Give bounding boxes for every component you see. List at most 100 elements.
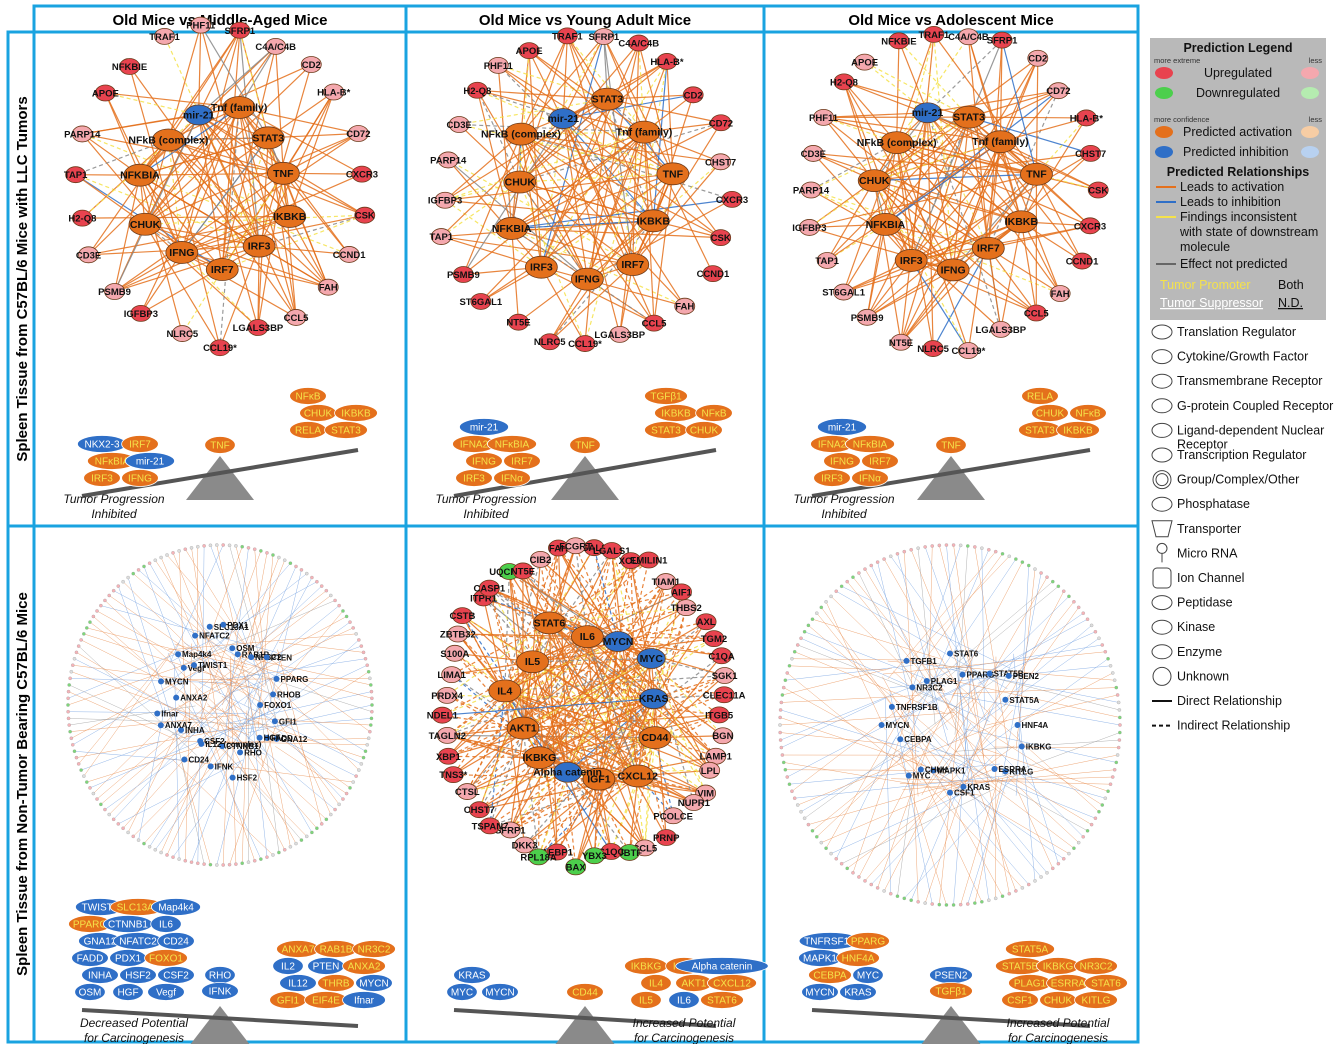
scale-node-stat6-label: STAT6 xyxy=(707,996,737,1007)
node-mycn-shape xyxy=(603,631,633,652)
node-c4a-c4b-shape xyxy=(265,38,287,55)
node-tap1-label: TAP1 xyxy=(429,232,453,243)
node-ikbkb-label: IKBKB xyxy=(637,215,671,227)
node-apoe-label: APOE xyxy=(851,58,878,69)
scale-node-irf3 xyxy=(83,469,121,487)
scale-node-chuk-label: CHUK xyxy=(690,426,719,437)
node-ccl19-label: CCL19* xyxy=(951,346,985,357)
node-tap1-shape xyxy=(65,166,87,184)
node-ikbkb-shape xyxy=(636,209,670,233)
node-lgals1-shape xyxy=(601,542,623,559)
scale-node-irf7-label: IRF7 xyxy=(129,440,151,451)
node-pten-label: PTEN xyxy=(271,653,293,662)
network-edges xyxy=(66,543,374,867)
node-fcgrt-label: FCGRT xyxy=(559,541,592,552)
node-c4a-c4b-shape xyxy=(958,28,979,46)
node-dkk3-shape xyxy=(514,836,535,854)
node-mycn-label: MYCN xyxy=(165,677,189,686)
node-cd44-shape xyxy=(638,726,672,750)
node-ifnk-marker xyxy=(207,763,214,770)
shape-legend-label-enzyme: Enzyme xyxy=(1177,645,1222,659)
node-chuk-label: CHUK xyxy=(505,177,536,189)
node-tgm2-label: TGM2 xyxy=(701,634,727,645)
node-irf7-label: IRF7 xyxy=(977,243,1000,255)
scale-caption: Tumor Progression Inhibited xyxy=(793,492,894,521)
node-lgals3bp-shape xyxy=(609,325,631,343)
node-mycn-label: MYCN xyxy=(603,636,634,648)
node-prnp-label: PRNP xyxy=(653,833,680,844)
scale-node-cd44 xyxy=(566,983,604,1001)
legend-findings-3: molecule xyxy=(1180,240,1230,254)
network-nodes: HNF4AIKBKGKITLGESRRAKRASCSF1MAPK1CHUKMYC… xyxy=(878,650,1052,798)
node-mycn-label: MYCN xyxy=(886,721,910,730)
scale-node-nf-b-label: NFκB xyxy=(702,409,727,420)
node-vim-label: VIM xyxy=(697,789,714,800)
node-st6gal1-shape xyxy=(833,283,855,301)
scale-node-ifn xyxy=(851,469,889,487)
scale-node-tnf xyxy=(569,436,601,454)
node-chuk-label: CHUK xyxy=(130,219,161,231)
node-cxcr3-shape xyxy=(351,165,373,183)
node-parp14-shape xyxy=(437,151,459,169)
scale-node-hgf-label: HGF xyxy=(117,988,138,999)
scale-node-irf3-label: IRF3 xyxy=(91,474,113,485)
node-cxcr3-shape xyxy=(1079,217,1101,235)
node-tgm2-shape xyxy=(703,630,725,648)
node-cib2-shape xyxy=(530,550,551,568)
scale-node-twist1-label: TWIST1 xyxy=(82,903,119,914)
node-ccl5-label: CCL5 xyxy=(642,319,668,330)
node-tagln2-label: TAGLN2 xyxy=(429,731,466,742)
node-traf1-shape xyxy=(556,27,578,45)
node-ccl19-label: CCL19* xyxy=(203,343,237,354)
shape-legend-label-receptor: Receptor xyxy=(1177,437,1228,451)
scale-node-stat5b-label: STAT5B xyxy=(1002,962,1039,973)
scale-node-il6-label: IL6 xyxy=(159,920,173,931)
scale-beam xyxy=(811,448,1091,498)
node-csk-label: CSK xyxy=(711,233,731,244)
node-kras-marker xyxy=(960,783,967,790)
shape-legend-label-transcription-regulator: Transcription Regulator xyxy=(1177,448,1306,462)
legend-more-confidence: more confidence xyxy=(1154,115,1209,124)
node-tgfb1-marker xyxy=(903,657,910,664)
scale-node-psen2-label: PSEN2 xyxy=(935,971,968,982)
node-cd72-label: CD72 xyxy=(346,129,370,140)
node-traf1-label: TRAF1 xyxy=(149,32,180,43)
node-aebp1-label: AEBP1 xyxy=(541,847,573,858)
shape-legend-label-translation-regulator: Translation Regulator xyxy=(1177,325,1296,339)
node-lpl-label: LPL xyxy=(701,766,719,777)
scale-node-hsf2 xyxy=(119,966,157,984)
inhibition-swatch xyxy=(1155,146,1173,158)
node-il6-label: IL6 xyxy=(580,631,595,643)
scale-node-il12-label: IL12 xyxy=(288,979,308,990)
node-kras-label: KRAS xyxy=(639,693,669,705)
node-xcl1-label: XCL1 xyxy=(619,556,644,567)
node-esrra-marker xyxy=(991,765,998,772)
node-sfrp1-label: SFRP1 xyxy=(987,36,1018,47)
scale-node-mir-21-label: mir-21 xyxy=(828,423,857,434)
node-cebpa-marker xyxy=(897,736,904,743)
scale-node-inha-label: INHA xyxy=(88,971,112,982)
scale-node-csf1 xyxy=(1001,991,1039,1009)
node-plag1-marker xyxy=(923,678,930,685)
scale-node-irf3 xyxy=(813,469,851,487)
node-phf11-shape xyxy=(813,108,834,126)
node-il12-complex-label: IL12 (complex) xyxy=(205,740,261,749)
scale-node-pparg-label: PPARG xyxy=(851,937,885,948)
node-chst7-label: CHST7 xyxy=(1075,149,1106,160)
node-c1qa-label: C1QA xyxy=(708,651,735,662)
node-myc-label: MYC xyxy=(640,653,664,665)
node-tnf-label: TNF xyxy=(273,168,294,180)
node-apoe-label: APOE xyxy=(92,88,119,99)
node-stat5a-marker xyxy=(1002,696,1009,703)
scale-node-ifnk xyxy=(201,982,239,1000)
node-psmb9-label: PSMB9 xyxy=(851,313,884,324)
node-axl-label: AXL xyxy=(697,617,716,628)
node-sfrp1-label: SFRP1 xyxy=(224,26,255,37)
scale-node-mycn-label: MYCN xyxy=(359,979,388,990)
scale-node-mycn xyxy=(801,983,839,1001)
node-cd72-shape xyxy=(710,114,732,132)
legend-less-1: less xyxy=(1309,56,1323,65)
node-emilin1-shape xyxy=(638,551,660,569)
node-stat3-shape xyxy=(251,126,285,150)
